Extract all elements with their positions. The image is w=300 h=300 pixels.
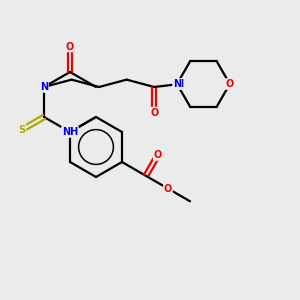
Text: NH: NH [62, 127, 78, 137]
Text: O: O [164, 184, 172, 194]
Text: N: N [40, 82, 48, 92]
Text: S: S [18, 125, 26, 135]
Text: O: O [66, 41, 74, 52]
Text: O: O [150, 107, 158, 118]
Text: N: N [176, 79, 184, 89]
Text: N: N [173, 79, 181, 89]
Text: O: O [154, 150, 162, 160]
Text: O: O [226, 79, 234, 89]
